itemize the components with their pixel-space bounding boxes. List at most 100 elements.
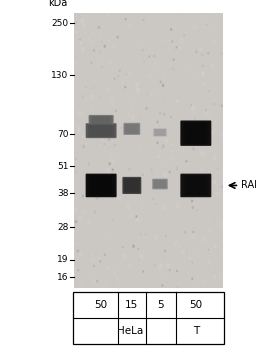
Circle shape xyxy=(200,168,203,172)
Circle shape xyxy=(81,19,84,23)
Circle shape xyxy=(176,167,177,168)
Circle shape xyxy=(142,174,143,175)
Circle shape xyxy=(82,195,83,197)
FancyBboxPatch shape xyxy=(183,175,209,196)
FancyBboxPatch shape xyxy=(86,123,117,138)
Circle shape xyxy=(151,275,152,276)
Circle shape xyxy=(112,169,113,171)
Circle shape xyxy=(75,221,77,223)
Circle shape xyxy=(169,270,170,271)
Circle shape xyxy=(176,204,179,209)
Circle shape xyxy=(196,252,197,253)
Circle shape xyxy=(171,150,173,152)
FancyBboxPatch shape xyxy=(125,179,139,192)
Circle shape xyxy=(100,137,103,141)
Circle shape xyxy=(157,121,158,122)
Circle shape xyxy=(74,208,76,211)
Circle shape xyxy=(172,143,174,145)
Circle shape xyxy=(91,62,92,63)
Circle shape xyxy=(157,142,158,144)
Circle shape xyxy=(91,193,92,194)
Circle shape xyxy=(123,255,126,259)
Circle shape xyxy=(202,72,205,76)
FancyBboxPatch shape xyxy=(181,174,211,197)
Circle shape xyxy=(174,241,178,246)
Circle shape xyxy=(151,74,152,77)
Circle shape xyxy=(106,168,110,173)
Circle shape xyxy=(154,235,157,240)
Circle shape xyxy=(190,262,192,265)
Circle shape xyxy=(163,75,166,79)
Circle shape xyxy=(82,136,83,138)
Circle shape xyxy=(78,217,81,221)
Circle shape xyxy=(138,87,140,90)
FancyBboxPatch shape xyxy=(156,130,164,135)
FancyBboxPatch shape xyxy=(184,176,207,195)
FancyBboxPatch shape xyxy=(89,115,114,125)
Circle shape xyxy=(149,55,150,57)
Circle shape xyxy=(116,196,119,199)
Circle shape xyxy=(199,47,202,51)
Circle shape xyxy=(119,70,120,71)
Circle shape xyxy=(99,144,100,146)
FancyBboxPatch shape xyxy=(91,116,112,124)
Bar xyxy=(73,292,224,344)
FancyBboxPatch shape xyxy=(88,124,114,137)
FancyBboxPatch shape xyxy=(125,124,139,134)
Circle shape xyxy=(208,262,209,264)
FancyBboxPatch shape xyxy=(91,125,111,136)
Circle shape xyxy=(96,202,97,203)
FancyBboxPatch shape xyxy=(91,176,111,195)
Circle shape xyxy=(98,196,99,198)
Text: 5: 5 xyxy=(157,300,163,310)
Circle shape xyxy=(104,45,105,47)
Circle shape xyxy=(89,38,90,41)
FancyBboxPatch shape xyxy=(86,124,116,137)
Circle shape xyxy=(86,142,87,145)
Circle shape xyxy=(178,46,181,50)
FancyBboxPatch shape xyxy=(124,124,140,134)
Circle shape xyxy=(109,163,110,165)
Text: 19: 19 xyxy=(57,255,69,264)
FancyBboxPatch shape xyxy=(89,116,113,124)
Circle shape xyxy=(151,93,152,95)
FancyBboxPatch shape xyxy=(181,121,211,145)
Circle shape xyxy=(211,131,214,134)
FancyBboxPatch shape xyxy=(154,180,166,188)
FancyBboxPatch shape xyxy=(180,120,211,146)
Circle shape xyxy=(135,83,139,87)
FancyBboxPatch shape xyxy=(184,122,207,144)
FancyBboxPatch shape xyxy=(122,177,141,194)
FancyBboxPatch shape xyxy=(180,174,211,197)
Circle shape xyxy=(212,179,216,184)
Circle shape xyxy=(121,81,124,84)
Circle shape xyxy=(171,155,174,159)
FancyBboxPatch shape xyxy=(123,123,140,135)
Circle shape xyxy=(162,84,164,87)
FancyBboxPatch shape xyxy=(154,180,166,188)
Circle shape xyxy=(117,36,118,38)
Circle shape xyxy=(177,140,178,141)
Circle shape xyxy=(132,115,135,119)
FancyBboxPatch shape xyxy=(155,129,165,136)
Circle shape xyxy=(114,134,116,137)
Circle shape xyxy=(213,276,216,279)
FancyBboxPatch shape xyxy=(155,180,165,188)
FancyBboxPatch shape xyxy=(126,179,138,192)
FancyBboxPatch shape xyxy=(153,128,167,137)
Circle shape xyxy=(166,263,169,268)
Circle shape xyxy=(205,23,208,27)
Circle shape xyxy=(208,191,209,193)
Circle shape xyxy=(165,236,166,237)
Circle shape xyxy=(193,105,195,108)
Text: 38: 38 xyxy=(57,189,69,198)
FancyBboxPatch shape xyxy=(153,179,167,189)
Circle shape xyxy=(159,56,160,57)
Text: 70: 70 xyxy=(57,130,69,139)
Circle shape xyxy=(221,53,222,54)
Circle shape xyxy=(111,159,114,163)
Text: 15: 15 xyxy=(125,300,138,310)
Circle shape xyxy=(213,40,215,43)
Circle shape xyxy=(216,192,218,195)
Circle shape xyxy=(97,280,98,282)
